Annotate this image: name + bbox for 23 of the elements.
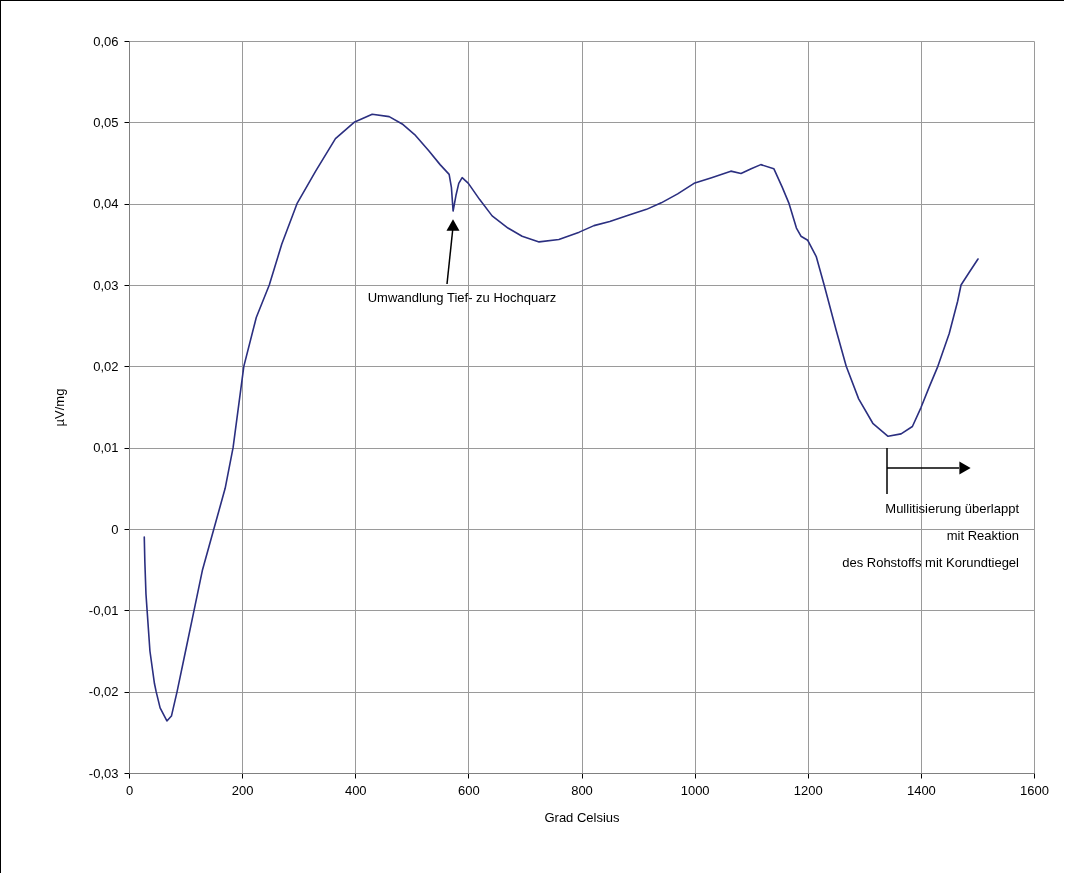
annotation: Mullitisierung überlappt mit Reaktion des Rohstoffs mit Korundtiegel [842,501,1020,570]
x-tick-label: 1000 [680,782,710,798]
y-tick-label: 0,06 [93,33,119,49]
y-tick-label: -0,02 [88,684,119,700]
y-tick-label: 0,01 [93,440,119,456]
x-tick-label: 200 [231,782,254,798]
x-tick-label: 400 [344,782,367,798]
y-tick-label: 0,03 [93,277,119,293]
y-tick-label: 0,04 [93,196,119,212]
x-tick-label: 1600 [1020,782,1049,798]
x-tick-label: 1400 [906,782,936,798]
x-tick-label: 800 [571,782,593,798]
x-tick-label: 600 [458,782,480,798]
y-tick-label: 0,02 [93,358,119,374]
y-tick-label: 0 [111,521,119,537]
y-axis-title: µV/mg [51,388,67,427]
x-axis-title: Grad Celsius [544,809,621,825]
x-tick-label: 0 [125,782,134,798]
y-tick-label: -0,03 [88,765,119,781]
x-tick-label: 1200 [793,782,823,798]
y-tick-label: 0,05 [93,114,119,130]
annotation: Umwandlung Tief- zu Hochquarz [367,290,557,305]
y-tick-label: -0,01 [88,602,119,618]
